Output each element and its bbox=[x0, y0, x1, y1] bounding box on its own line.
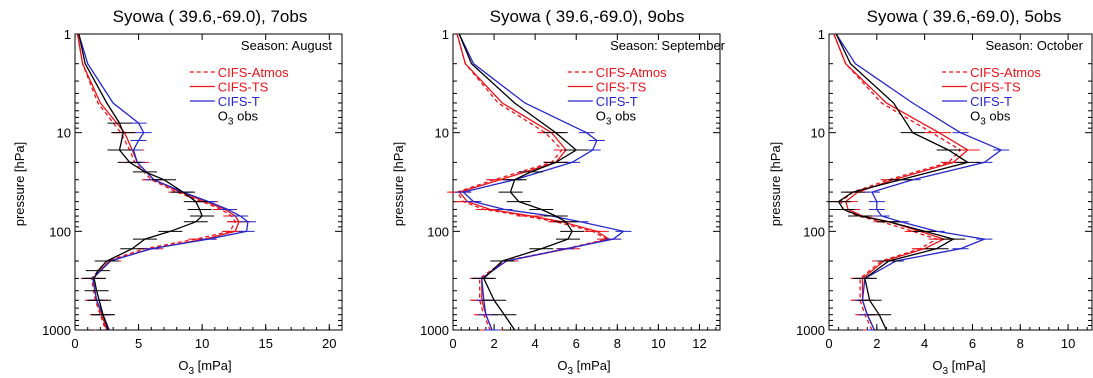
plot-frame bbox=[74, 33, 343, 331]
y-tick-label: 10 bbox=[435, 126, 449, 141]
panel-2-xlabel: O3 [mPa] bbox=[557, 358, 610, 377]
panel-3-season: Season: October bbox=[985, 38, 1083, 53]
x-tick-label: 4 bbox=[921, 336, 928, 351]
x-tick-label: 20 bbox=[322, 336, 336, 351]
legend-label: CIFS-T bbox=[218, 94, 260, 109]
plot-frame bbox=[828, 33, 1093, 331]
legend-label: CIFS-Atmos bbox=[596, 65, 667, 80]
x-tick-label: 8 bbox=[1017, 336, 1024, 351]
panel-2-ylabel: pressure [hPa] bbox=[391, 142, 406, 227]
y-tick-label: 1000 bbox=[420, 323, 449, 338]
series-o3-obs-line bbox=[835, 33, 970, 331]
series-o3-obs-line bbox=[78, 33, 203, 331]
panel-1-plot: 0 5 10 15 20 1 10 100 1000 CIFS-AtmosCIFS-TSCIFS-… bbox=[42, 27, 343, 351]
x-tick-label: 6 bbox=[573, 336, 580, 351]
series-cifs-t-line bbox=[835, 33, 1003, 331]
panel-1-xlabel: O3 [mPa] bbox=[178, 358, 231, 377]
panel-2-plot: 0 2 4 6 8 10 12 1 10 100 1000 CIFS-AtmosCIFS-TSCIFS… bbox=[420, 27, 721, 351]
legend-label: CIFS-Atmos bbox=[218, 65, 289, 80]
series-cifs-ts-line bbox=[456, 33, 611, 331]
panel-2-title: Syowa ( 39.6,-69.0), 9obs bbox=[490, 7, 685, 26]
y-tick-label: 100 bbox=[49, 224, 71, 239]
panel-1-ylabel: pressure [hPa] bbox=[12, 142, 27, 227]
y-tick-label: 1 bbox=[442, 27, 449, 42]
series-o3-obs-line bbox=[458, 33, 578, 331]
y-tick-label: 1000 bbox=[42, 323, 71, 338]
legend-label: CIFS-Atmos bbox=[970, 65, 1041, 80]
x-tick-label: 5 bbox=[135, 336, 142, 351]
series-cifs-t-line bbox=[78, 33, 249, 331]
panel-3: Syowa ( 39.6,-69.0), 5obs Season: Octobe… bbox=[768, 7, 1084, 377]
x-tick-label: 2 bbox=[490, 336, 497, 351]
series-cifs-atmos-line bbox=[76, 33, 236, 331]
legend-label: CIFS-T bbox=[596, 94, 638, 109]
panel-3-xlabel: O3 [mPa] bbox=[932, 358, 985, 377]
legend-label: CIFS-TS bbox=[596, 80, 647, 95]
y-tick-label: 1000 bbox=[796, 323, 825, 338]
y-tick-label: 1 bbox=[818, 27, 825, 42]
y-tick-label: 1 bbox=[64, 27, 71, 42]
x-tick-label: 12 bbox=[692, 336, 706, 351]
x-tick-label: 15 bbox=[258, 336, 272, 351]
x-tick-label: 0 bbox=[825, 336, 832, 351]
panel-2-season: Season: September bbox=[610, 38, 726, 53]
y-tick-label: 10 bbox=[811, 126, 825, 141]
panel-1-title: Syowa ( 39.6,-69.0), 7obs bbox=[113, 7, 308, 26]
legend-label: O3 obs bbox=[596, 109, 637, 128]
series-cifs-atmos-line bbox=[833, 33, 962, 331]
series-cifs-ts-line bbox=[833, 33, 969, 331]
x-tick-label: 6 bbox=[969, 336, 976, 351]
series-cifs-atmos-line bbox=[456, 33, 609, 331]
y-tick-label: 100 bbox=[427, 224, 449, 239]
legend-label: O3 obs bbox=[970, 109, 1011, 128]
panel-2: Syowa ( 39.6,-69.0), 9obs Season: Septem… bbox=[391, 7, 726, 377]
panel-3-ylabel: pressure [hPa] bbox=[768, 142, 783, 227]
x-tick-label: 10 bbox=[651, 336, 665, 351]
panel-3-title: Syowa ( 39.6,-69.0), 5obs bbox=[867, 7, 1062, 26]
y-tick-label: 10 bbox=[57, 126, 71, 141]
legend-label: CIFS-TS bbox=[218, 80, 269, 95]
panel-1-season: Season: August bbox=[241, 38, 332, 53]
y-tick-label: 100 bbox=[803, 224, 825, 239]
plot-frame bbox=[452, 33, 721, 331]
x-tick-label: 4 bbox=[532, 336, 539, 351]
x-tick-label: 0 bbox=[449, 336, 456, 351]
legend-label: CIFS-T bbox=[970, 94, 1012, 109]
x-tick-label: 8 bbox=[614, 336, 621, 351]
x-tick-label: 0 bbox=[71, 336, 78, 351]
panel-3-plot: 0 2 4 6 8 10 1 10 100 1000 CIFS-AtmosCIFS-TSCIFS-T… bbox=[796, 27, 1093, 351]
x-tick-label: 10 bbox=[1061, 336, 1075, 351]
legend-label: CIFS-TS bbox=[970, 80, 1021, 95]
legend-label: O3 obs bbox=[218, 109, 259, 128]
x-tick-label: 10 bbox=[195, 336, 209, 351]
x-tick-label: 2 bbox=[873, 336, 880, 351]
